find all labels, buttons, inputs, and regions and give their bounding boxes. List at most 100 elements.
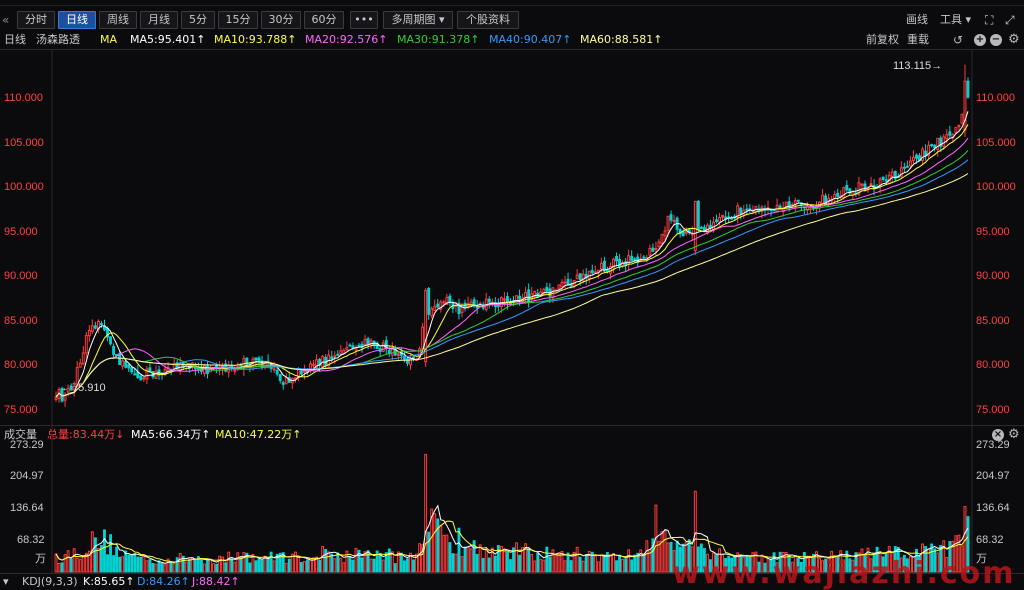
volume-bar	[957, 534, 961, 573]
volume-bar	[593, 555, 597, 573]
volume-bar	[636, 552, 640, 573]
volume-bar	[493, 555, 497, 573]
volume-bar	[472, 540, 476, 573]
candle-body	[581, 273, 585, 282]
collapse-left-icon[interactable]: «	[2, 13, 10, 27]
tab-intraday[interactable]: 分时	[17, 11, 55, 29]
tab-monthly[interactable]: 月线	[140, 11, 178, 29]
candle-body	[342, 349, 346, 354]
volume-bar	[227, 551, 231, 573]
volume-bar	[206, 558, 209, 573]
volume-bar	[554, 555, 558, 573]
tab-60min[interactable]: 60分	[304, 11, 344, 29]
volume-bar	[681, 543, 685, 573]
resize-icon[interactable]: ⤢	[1005, 13, 1015, 27]
volume-bar	[754, 551, 758, 573]
volume-bar	[245, 552, 249, 573]
adjust-mode-button[interactable]: 前复权	[866, 33, 899, 46]
candle-body	[948, 131, 952, 136]
candle-body	[908, 160, 912, 167]
candle-body	[215, 365, 219, 369]
candle-body	[436, 303, 440, 308]
tab-weekly[interactable]: 周线	[99, 11, 137, 29]
volume-bar	[736, 552, 740, 573]
candle-body	[618, 259, 622, 268]
candle-body	[890, 171, 894, 178]
stock-info-button[interactable]: 个股资料	[457, 11, 519, 29]
price-tick-left: 100.000	[4, 181, 44, 194]
tools-dropdown[interactable]: 工具 ▾	[940, 13, 972, 26]
volume-bar	[263, 555, 267, 573]
volume-bar	[445, 534, 449, 573]
candle-body	[912, 156, 915, 161]
fullscreen-icon[interactable]: ⛶	[985, 13, 994, 27]
candle-body	[54, 396, 58, 400]
volume-bar	[409, 552, 412, 573]
ma-info-bar: 日线 汤森路透 MA MA5:95.401↑ MA10:93.788↑ MA20…	[0, 31, 1024, 49]
volume-bar	[799, 561, 803, 573]
candle-body	[233, 369, 237, 372]
volume-bar	[254, 560, 258, 573]
tab-5min[interactable]: 5分	[181, 11, 215, 29]
tab-daily[interactable]: 日线	[58, 11, 96, 29]
volume-bar	[57, 562, 61, 573]
volume-bar	[954, 535, 958, 573]
volume-bar	[175, 557, 179, 573]
volume-settings-icon[interactable]: ⚙	[1008, 427, 1020, 442]
candle-body	[96, 320, 100, 330]
price-tick-left: 105.000	[4, 136, 44, 149]
volume-bar	[378, 552, 382, 573]
kdj-collapse-icon[interactable]: ▾	[3, 575, 9, 588]
multi-period-dropdown[interactable]: 多周期图 ▾	[383, 11, 453, 29]
candle-body	[696, 200, 700, 231]
candle-body	[721, 214, 725, 218]
ma10-line	[55, 124, 969, 398]
volume-bar	[118, 556, 122, 573]
volume-bar	[360, 557, 364, 573]
candle-body	[363, 338, 367, 346]
candle-body	[112, 345, 116, 355]
volume-bar	[266, 557, 270, 573]
candle-body	[563, 281, 567, 284]
candle-body	[960, 113, 964, 124]
candle-body	[569, 284, 573, 287]
overlay-button[interactable]: 重载	[907, 33, 929, 46]
ma-label[interactable]: MA	[100, 33, 118, 46]
volume-bar	[802, 551, 806, 573]
volume-ma10: MA10:47.22万↑	[215, 428, 302, 441]
volume-bar	[951, 540, 955, 573]
candle-body	[857, 182, 861, 195]
zoom-in-icon[interactable]: +	[974, 34, 986, 46]
volume-tick-right: 273.29	[976, 439, 1010, 451]
volume-bar	[96, 548, 100, 573]
volume-bar	[657, 540, 661, 573]
volume-bar	[848, 558, 852, 573]
volume-bar	[163, 564, 167, 573]
zoom-out-icon[interactable]: −	[990, 34, 1002, 46]
volume-bar	[160, 562, 164, 573]
tab-30min[interactable]: 30分	[261, 11, 301, 29]
close-volume-icon[interactable]: ×	[992, 429, 1004, 441]
undo-icon[interactable]: ↺	[953, 33, 964, 47]
candle-body	[684, 231, 688, 234]
draw-line-button[interactable]: 画线	[906, 13, 928, 26]
candle-body	[245, 357, 249, 365]
candle-body	[527, 289, 531, 303]
volume-bar	[318, 559, 322, 573]
volume-bar	[93, 537, 97, 573]
candle-body	[109, 336, 112, 345]
candle-body	[130, 367, 134, 373]
candle-body	[715, 219, 718, 223]
volume-bar	[663, 530, 667, 573]
volume-bar	[769, 558, 773, 573]
settings-gear-icon[interactable]: ⚙	[1008, 32, 1020, 47]
volume-bar	[860, 548, 864, 573]
volume-bar	[287, 558, 291, 573]
candle-body	[460, 305, 464, 313]
more-periods-button[interactable]: •••	[350, 11, 378, 29]
volume-bar	[448, 542, 452, 573]
tab-15min[interactable]: 15分	[218, 11, 258, 29]
kdj-j-value: J:88.42↑	[192, 575, 240, 588]
volume-bar	[578, 556, 582, 573]
